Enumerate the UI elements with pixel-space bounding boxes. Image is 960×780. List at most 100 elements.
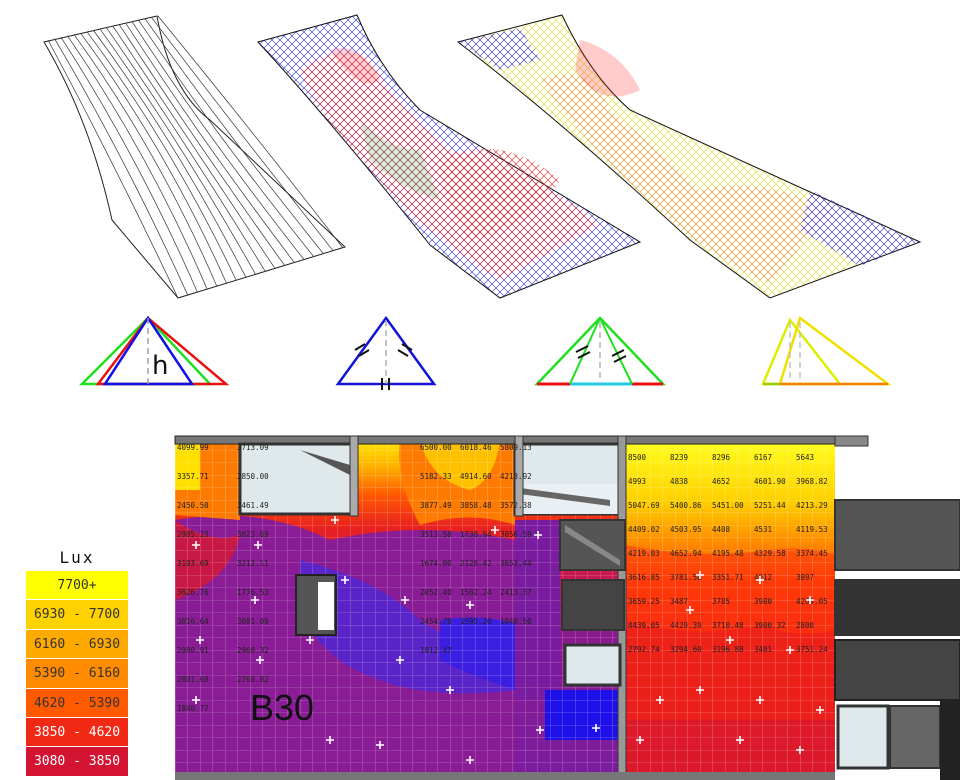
illuminance-value: 4119.53 [796, 525, 828, 534]
measurement-marker [816, 706, 824, 714]
measurement-marker [796, 746, 804, 754]
illuminance-value: 3572.38 [500, 501, 532, 510]
illuminance-value: 1840.77 [177, 704, 209, 713]
measurement-marker [536, 726, 544, 734]
illuminance-value: 3751.24 [796, 645, 828, 654]
illuminance-value: 1812.47 [420, 646, 452, 655]
contour-line [151, 17, 334, 252]
illuminance-value: 5182.33 [420, 472, 452, 481]
measurement-marker [401, 596, 409, 604]
contour-line [105, 27, 266, 272]
legend-item: 6930 - 7700 [26, 600, 128, 630]
illuminance-value: 3513.58 [420, 530, 452, 539]
illuminance-value: 5251.44 [754, 501, 786, 510]
measurement-marker [326, 736, 334, 744]
legend-item: 3080 - 3850 [26, 747, 128, 777]
illuminance-value: 4993 [628, 477, 646, 486]
illuminance-value: 4439.05 [628, 621, 660, 630]
illuminance-value: 2985.23 [177, 530, 209, 539]
contour-line [73, 34, 218, 287]
illuminance-value: 5047.69 [628, 501, 660, 510]
illuminance-value: 3968.82 [796, 477, 828, 486]
contour-line [60, 36, 198, 293]
measurement-marker [341, 576, 349, 584]
illuminance-value: 6018.46 [460, 443, 492, 452]
measurement-marker [534, 531, 542, 539]
illuminance-value: 8296 [712, 453, 731, 462]
measurement-marker [376, 741, 384, 749]
measurement-marker [696, 571, 704, 579]
measurement-marker [331, 516, 339, 524]
surface-mesh-red [257, 14, 642, 299]
illuminance-value: 5451.00 [712, 501, 744, 510]
illuminance-value: 3294.60 [670, 645, 702, 654]
surface-mesh-yellow [456, 14, 922, 299]
contour-line [144, 18, 324, 255]
illuminance-value: 3980 [754, 597, 773, 606]
illuminance-value: 4213.92 [500, 472, 532, 481]
measurement-marker [192, 541, 200, 549]
contour-line [54, 38, 189, 296]
illuminance-value: 2450.50 [177, 501, 209, 510]
illuminance-value: 8239 [670, 453, 688, 462]
measurement-marker [636, 736, 644, 744]
measurement-marker [686, 606, 694, 614]
illuminance-value: 3357.71 [177, 472, 209, 481]
illuminance-value: 3785 [712, 597, 730, 606]
illuminance-value: 1595.20 [460, 617, 492, 626]
illuminance-value: 2850.00 [237, 472, 269, 481]
measurement-marker [736, 736, 744, 744]
illuminance-value: 3081.09 [237, 617, 269, 626]
measurement-marker [756, 696, 764, 704]
room-label: B30 [250, 687, 314, 728]
illuminance-value: 3659.25 [628, 597, 660, 606]
contour-line [86, 31, 237, 281]
triangle-diagram-yellow [761, 315, 892, 386]
illuminance-value: 1776.53 [237, 588, 269, 597]
illuminance-value: 2052.40 [420, 588, 452, 597]
contour-line [99, 28, 256, 275]
contour-line [112, 25, 276, 269]
illuminance-value: 2768.82 [237, 675, 269, 684]
illuminance-value: 3823.69 [237, 530, 269, 539]
illuminance-value: 3212.11 [237, 559, 269, 568]
measurement-marker [256, 656, 264, 664]
illuminance-value: 4914.60 [460, 472, 492, 481]
illuminance-value: 3481 [754, 645, 772, 654]
triangle-diagram-equilateral [335, 315, 437, 390]
illuminance-value: 2792.74 [628, 645, 660, 654]
illuminance-value: 4652.94 [670, 549, 702, 558]
illuminance-value: 4429.39 [670, 621, 702, 630]
measurement-marker [466, 601, 474, 609]
measurement-marker [592, 724, 600, 732]
contour-line [125, 22, 295, 263]
legend-item: 3850 - 4620 [26, 717, 128, 748]
illuminance-value: 3653.44 [500, 559, 532, 568]
contour-line [47, 39, 179, 299]
legend-rows: 7700+ 6930 - 7700 6160 - 6930 5390 - 6160 46… [26, 571, 128, 777]
illuminance-value: 1674.00 [420, 559, 452, 568]
illuminance-value: 5809.13 [500, 443, 532, 452]
measurement-marker [196, 636, 204, 644]
legend-item: 4620 - 5390 [26, 688, 128, 718]
illuminance-value: 3374.45 [796, 549, 828, 558]
illuminance-value: 3713.09 [237, 443, 269, 452]
illuminance-value: 2800 [796, 621, 815, 630]
measurement-marker [756, 576, 764, 584]
illuminance-value: 4409.02 [628, 525, 660, 534]
illuminance-value: 3626.76 [177, 588, 209, 597]
measurement-marker [491, 526, 499, 534]
illuminance-value: 3900.32 [754, 621, 786, 630]
measurement-marker [656, 696, 664, 704]
illuminance-value: 4195.48 [712, 549, 744, 558]
surface-contour-lines [43, 15, 346, 299]
illuminance-value: 4503.95 [670, 525, 702, 534]
height-label: h [152, 351, 168, 381]
lux-legend: Lux 7700+ 6930 - 7700 6160 - 6930 5390 - 61… [26, 545, 128, 777]
measurement-marker [786, 646, 794, 654]
contour-line [118, 24, 286, 266]
illuminance-value: 1582.24 [460, 588, 492, 597]
measurement-marker [306, 636, 314, 644]
illuminance-value: 3858.48 [460, 501, 492, 510]
